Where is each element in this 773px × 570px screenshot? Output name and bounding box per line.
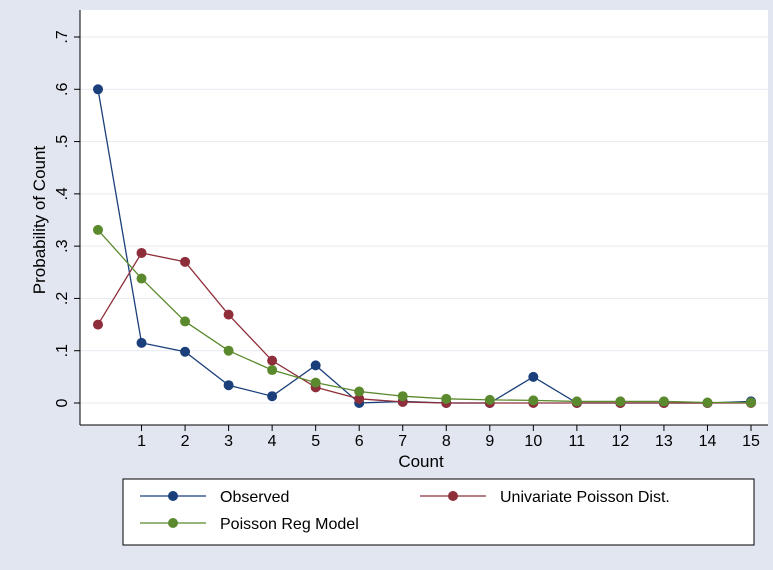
data-point bbox=[354, 386, 365, 397]
y-tick-label: .4 bbox=[54, 187, 71, 200]
x-tick-label: 1 bbox=[137, 433, 146, 450]
y-tick-label: .6 bbox=[54, 83, 71, 96]
data-point bbox=[746, 397, 756, 408]
legend-box bbox=[122, 478, 755, 546]
data-point bbox=[571, 396, 582, 407]
legend-label: Univariate Poisson Dist. bbox=[500, 489, 670, 506]
legend-marker bbox=[168, 491, 178, 501]
data-point bbox=[658, 396, 669, 407]
legend-marker bbox=[168, 518, 178, 528]
data-point bbox=[615, 396, 626, 407]
plot-panel bbox=[80, 10, 768, 425]
y-tick-label: .5 bbox=[54, 135, 71, 148]
series-line bbox=[97, 252, 751, 404]
x-tick-label: 15 bbox=[742, 433, 760, 450]
x-tick-label: 5 bbox=[311, 433, 320, 450]
data-point bbox=[223, 309, 234, 320]
data-point bbox=[484, 394, 495, 405]
y-tick-label: .1 bbox=[54, 344, 71, 357]
y-tick-label: .3 bbox=[54, 239, 71, 252]
x-tick-label: 9 bbox=[485, 433, 494, 450]
data-point bbox=[93, 224, 103, 235]
y-axis-label: Probability of Count bbox=[30, 146, 49, 295]
data-point bbox=[310, 377, 321, 388]
series-line bbox=[97, 229, 751, 404]
x-tick-label: 10 bbox=[524, 433, 542, 450]
data-point bbox=[528, 371, 539, 382]
x-tick-label: 12 bbox=[612, 433, 630, 450]
x-tick-label: 4 bbox=[268, 433, 277, 450]
x-tick-label: 2 bbox=[181, 433, 190, 450]
data-point bbox=[223, 345, 234, 356]
data-point bbox=[223, 380, 234, 391]
x-tick-label: 3 bbox=[224, 433, 233, 450]
x-tick-label: 14 bbox=[699, 433, 717, 450]
data-point bbox=[397, 391, 408, 402]
data-point bbox=[180, 256, 191, 267]
grid-lines bbox=[80, 36, 768, 404]
x-axis-label: Count bbox=[398, 452, 444, 471]
x-tick-label: 7 bbox=[398, 433, 407, 450]
y-tick-label: 0 bbox=[54, 398, 71, 407]
tick-labels: 0.1.2.3.4.5.6.71 2 3 4 5 6 7 8 9 10 11 12 13 14 15 bbox=[54, 30, 760, 450]
data-point bbox=[528, 395, 539, 406]
x-tick-label: 13 bbox=[655, 433, 673, 450]
legend-label: Poisson Reg Model bbox=[220, 516, 359, 533]
data-point bbox=[441, 393, 452, 404]
data-point bbox=[354, 393, 365, 404]
data-point bbox=[136, 273, 147, 284]
x-tick-label: 6 bbox=[355, 433, 364, 450]
x-tick-label: 11 bbox=[569, 433, 586, 450]
data-point bbox=[136, 337, 147, 348]
y-tick-label: .7 bbox=[54, 30, 71, 43]
data-point bbox=[93, 84, 103, 95]
data-point bbox=[93, 319, 103, 330]
x-tick-label: 8 bbox=[442, 433, 451, 450]
data-point bbox=[310, 360, 321, 371]
data-point bbox=[267, 355, 278, 366]
data-point bbox=[267, 365, 278, 376]
y-tick-label: .2 bbox=[54, 292, 71, 305]
legend: Observed Univariate Poisson Dist. Poisson … bbox=[122, 478, 755, 546]
legend-label: Observed bbox=[220, 489, 289, 506]
data-point bbox=[180, 346, 191, 357]
axes bbox=[74, 10, 768, 431]
data-point bbox=[180, 316, 191, 327]
series-group bbox=[93, 84, 756, 408]
data-point bbox=[267, 391, 278, 402]
data-point bbox=[136, 247, 147, 258]
legend-marker bbox=[448, 491, 458, 501]
data-point bbox=[702, 397, 713, 408]
